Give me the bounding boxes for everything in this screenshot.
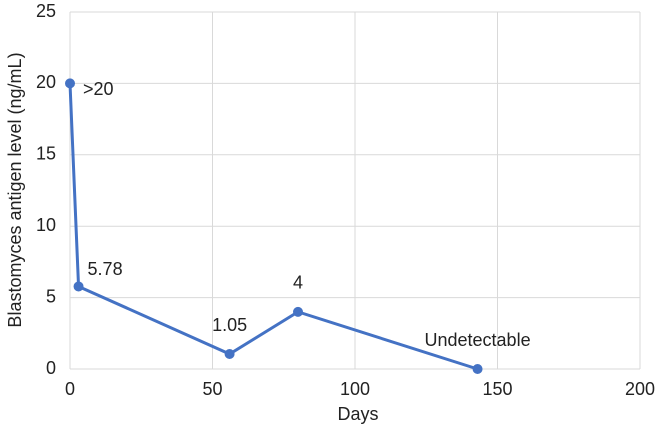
y-tick-label: 5: [46, 286, 56, 306]
y-tick-label: 0: [46, 358, 56, 378]
data-point: [472, 364, 483, 374]
data-point: [293, 306, 303, 317]
y-tick-label: 15: [36, 144, 56, 164]
y-tick-label: 20: [36, 72, 56, 92]
x-tick-label: 50: [202, 379, 222, 399]
data-label: 4: [293, 273, 303, 293]
x-tick-label: 100: [340, 379, 370, 399]
data-point: [224, 349, 235, 360]
x-axis-title: Days: [337, 404, 378, 424]
y-tick-label: 10: [36, 215, 56, 235]
x-tick-label: 200: [625, 379, 655, 399]
data-label: >20: [83, 79, 114, 99]
x-tick-label: 150: [482, 379, 512, 399]
y-axis-title: Blastomyces antigen level (ng/mL): [5, 52, 25, 327]
data-point: [65, 78, 75, 89]
y-tick-label: 25: [36, 1, 56, 21]
data-label: 5.78: [88, 259, 123, 279]
data-label: 1.05: [212, 315, 247, 335]
x-tick-label: 0: [65, 379, 75, 399]
data-point: [73, 281, 84, 292]
data-label: Undetectable: [425, 330, 531, 350]
